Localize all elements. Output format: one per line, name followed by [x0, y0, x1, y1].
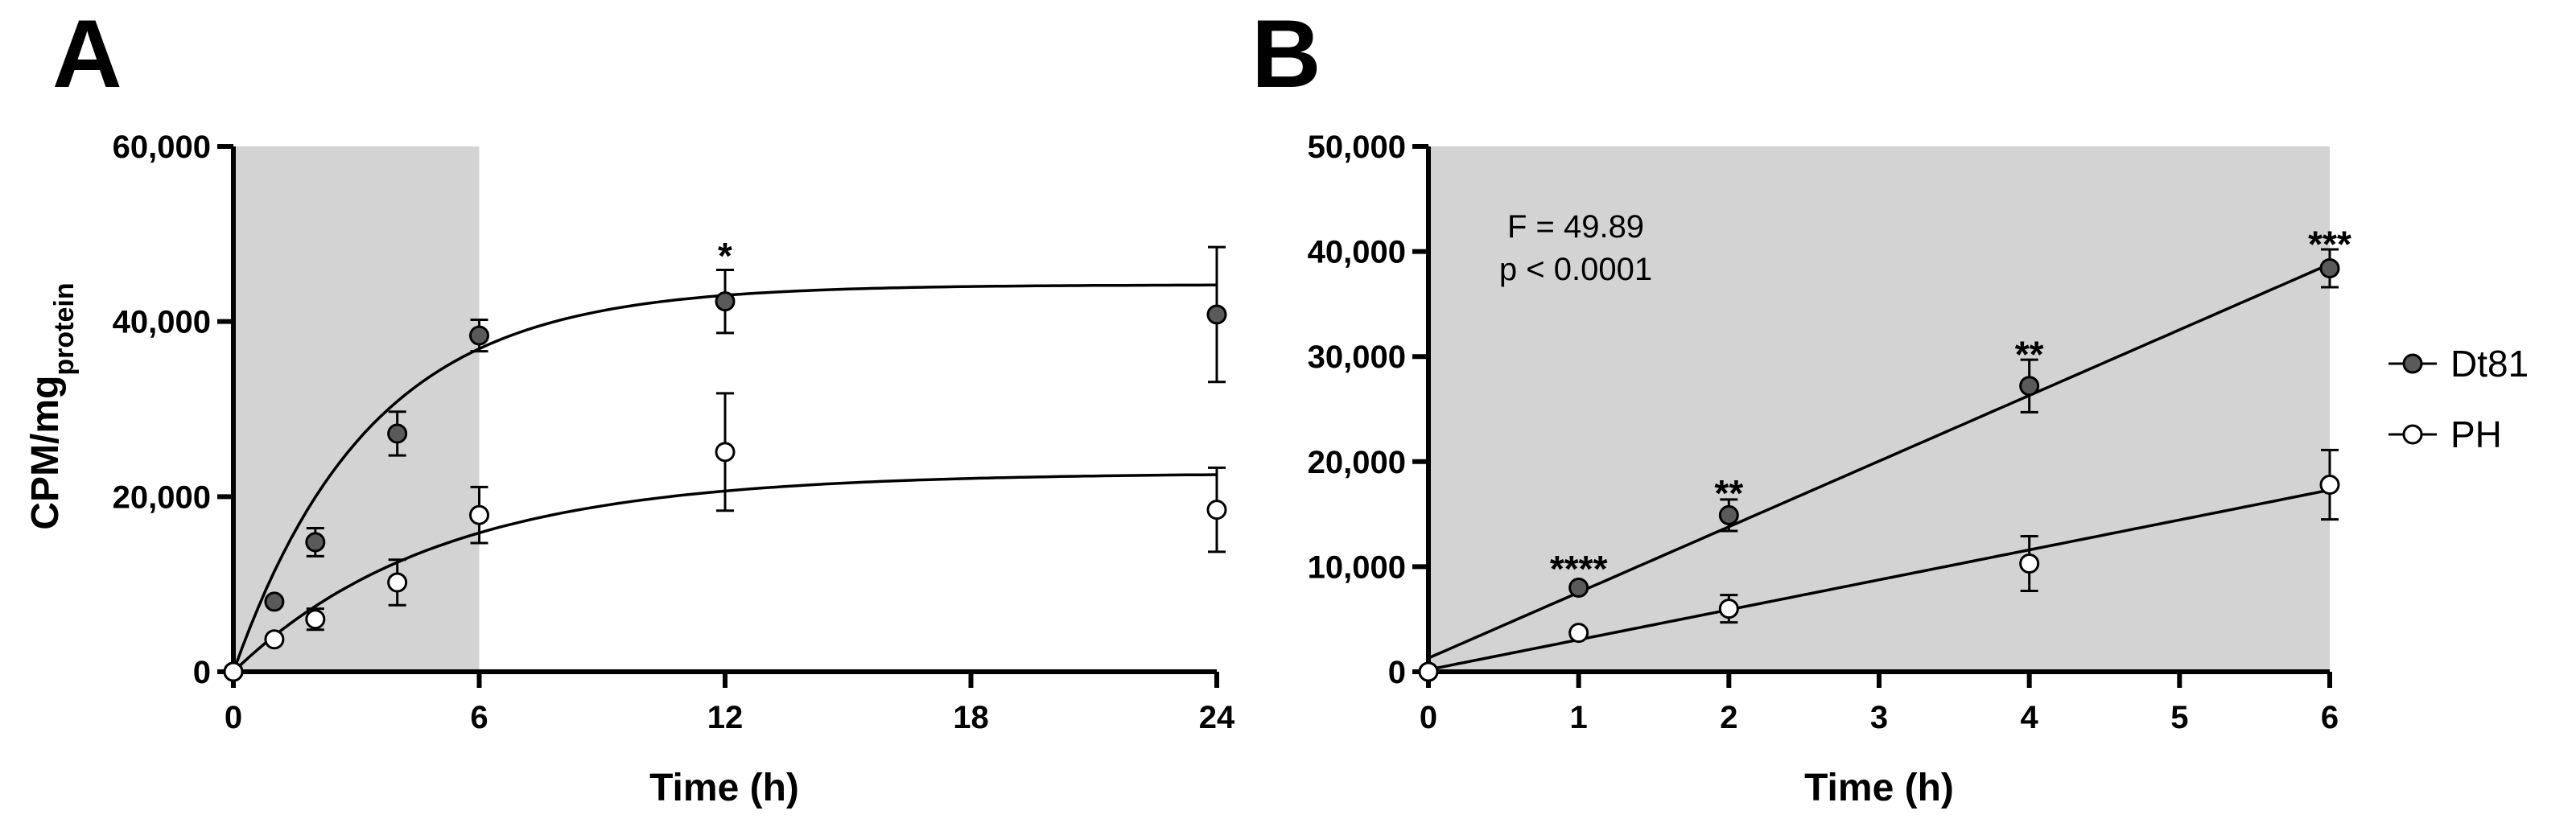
panel-b-significance-label: ***: [2308, 223, 2351, 265]
panel-b-dt81-point: [2319, 257, 2340, 278]
panel-a-ph-point: [1206, 500, 1227, 521]
panel-b-f-statistic: F = 49.89: [1507, 209, 1644, 245]
panel-b-letter: B: [1251, 0, 1321, 108]
panel-a-ph-point: [223, 661, 244, 682]
panel-b-y-tick-label: 40,000: [1308, 235, 1406, 270]
panel-a-ph-point: [387, 572, 408, 593]
legend-dt81-marker: [2402, 353, 2423, 374]
panel-a-x-tick-label: 12: [707, 700, 744, 735]
panel-a-y-axis-title: CPM/mgprotein: [24, 282, 80, 529]
legend-dt81-label: Dt81: [2450, 343, 2529, 385]
panel-b-dt81-point: [2019, 376, 2040, 397]
panel-b: B 0 10,000 20,000 30,000 40,000 50,000 0 1 2 3 4 5 6…: [1251, 0, 2351, 809]
panel-b-ph-point: [1568, 623, 1589, 644]
panel-a-x-axis-title: Time (h): [649, 767, 799, 809]
panel-a-ph-point: [469, 504, 489, 525]
panel-b-ph-point: [1418, 661, 1439, 682]
panel-a-x-tick-label: 18: [953, 700, 989, 735]
panel-b-x-tick-label: 4: [2021, 700, 2039, 735]
panel-b-significance-label: **: [2015, 334, 2044, 376]
panel-a-dt81-point: [1206, 304, 1227, 325]
panel-a-dt81-point: [305, 532, 326, 553]
panel-a-significance-label: *: [718, 235, 732, 277]
panel-a-dt81-point: [264, 591, 285, 612]
panel-b-y-tick-label: 30,000: [1308, 339, 1406, 375]
panel-b-plot-area: 0 10,000 20,000 30,000 40,000 50,000 0 1 2 3 4 5 6 **…: [1308, 130, 2351, 735]
panel-b-y-tick-label: 10,000: [1308, 549, 1406, 585]
panel-a-ph-point: [305, 609, 326, 630]
panel-a-ph-point: [715, 442, 736, 463]
panel-b-x-tick-label: 1: [1570, 700, 1588, 735]
legend-ph-marker: [2402, 424, 2423, 445]
panel-a-x-tick-label: 24: [1199, 700, 1235, 735]
legend: Dt81 PH: [2388, 343, 2529, 455]
panel-b-x-tick-label: 3: [1870, 700, 1888, 735]
panel-b-ph-point: [2319, 475, 2340, 496]
panel-a-y-axis-title-main: CPM/mg: [24, 376, 67, 530]
panel-a-y-tick-label: 0: [193, 655, 211, 690]
panel-b-y-tick-label: 0: [1388, 655, 1406, 690]
panel-b-x-tick-label: 6: [2321, 700, 2339, 735]
panel-b-significance-label: ****: [1550, 548, 1608, 590]
panel-a-shaded-region: [233, 146, 480, 672]
panel-a-dt81-point: [715, 291, 736, 312]
panel-b-ph-point: [1718, 599, 1739, 619]
panel-b-dt81-point: [1718, 504, 1739, 525]
panel-a-x-tick-label: 6: [470, 700, 488, 735]
panel-b-significance-label: **: [1714, 472, 1743, 514]
panel-a-dt81-point: [469, 325, 489, 346]
panel-b-x-tick-label: 0: [1420, 700, 1437, 735]
legend-ph-label: PH: [2450, 414, 2502, 455]
panel-a-plot-area: 0 20,000 40,000 60,000 0 6 12 18 24 *: [113, 130, 1235, 735]
panel-b-x-axis-title: Time (h): [1804, 767, 1954, 809]
panel-a-y-tick-label: 40,000: [113, 305, 211, 340]
panel-b-x-tick-label: 5: [2170, 700, 2188, 735]
panel-b-y-tick-label: 20,000: [1308, 445, 1406, 480]
panel-b-x-tick-label: 2: [1720, 700, 1737, 735]
panel-b-y-tick-label: 50,000: [1308, 130, 1406, 165]
panel-b-p-value: p < 0.0001: [1499, 252, 1652, 287]
panel-a-x-tick-label: 0: [225, 700, 242, 735]
panel-a-y-tick-label: 60,000: [113, 130, 211, 165]
panel-a-y-tick-label: 20,000: [113, 479, 211, 515]
panel-b-dt81-point: [1568, 578, 1589, 599]
panel-a-y-axis-title-subscript: protein: [49, 282, 80, 375]
panel-b-ph-point: [2019, 553, 2040, 574]
panel-a-ph-point: [264, 629, 285, 650]
panel-a-dt81-point: [387, 423, 408, 444]
panel-a-letter: A: [52, 0, 122, 108]
